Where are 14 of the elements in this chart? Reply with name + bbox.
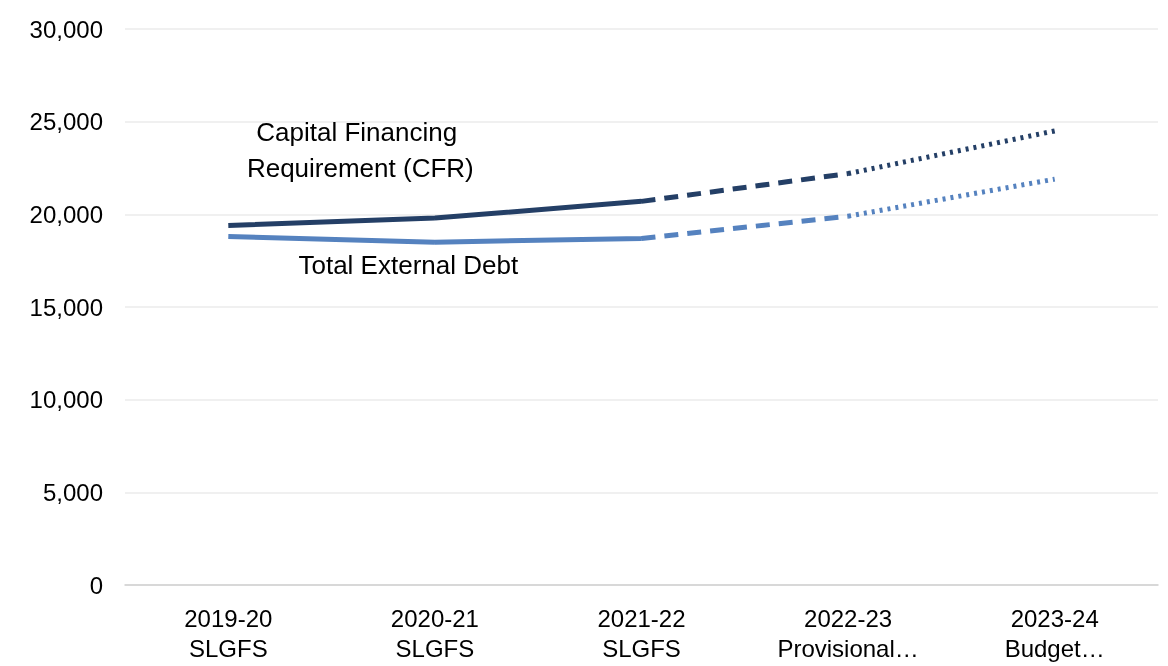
y-tick-label: 30,000 [29, 15, 103, 43]
series-label: Total External Debt [298, 249, 519, 280]
y-tick-label: 15,000 [29, 293, 103, 321]
y-tick-label: 20,000 [29, 200, 103, 228]
x-tick-label: 2023-24 Budget… [1004, 604, 1105, 662]
y-tick-label: 0 [89, 571, 103, 599]
series-label: Capital Financing Requirement (CFR) [246, 117, 474, 184]
y-tick-label: 25,000 [29, 108, 103, 136]
x-tick-label: 2020-21 SLGFS [390, 604, 479, 662]
y-tick-label: 10,000 [29, 386, 103, 414]
x-tick-label: 2021-22 SLGFS [597, 604, 686, 662]
y-tick-label: 5,000 [42, 478, 103, 506]
x-tick-label: 2019-20 SLGFS [184, 604, 273, 662]
x-tick-label: 2022-23 Provisional… [777, 604, 919, 662]
